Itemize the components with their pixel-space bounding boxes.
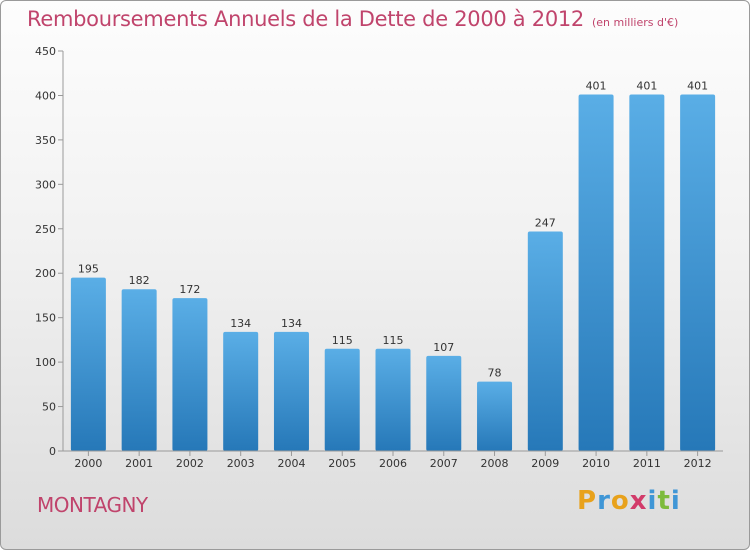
bar-value-label: 134 <box>281 317 302 330</box>
bar-2003 <box>223 331 259 451</box>
y-tick-label: 0 <box>49 445 56 458</box>
bar-2005 <box>324 348 360 451</box>
title-row: Remboursements Annuels de la Dette de 20… <box>27 7 678 31</box>
bar-value-label: 401 <box>687 80 708 93</box>
bar-2000 <box>70 277 106 451</box>
y-axis: 0 50 100 150 200 250 300 350 400 450 <box>35 45 64 458</box>
bar-value-label: 134 <box>230 317 251 330</box>
bar-2008 <box>477 381 513 451</box>
x-tick-label: 2005 <box>328 457 356 470</box>
x-tick-label: 2000 <box>74 457 102 470</box>
logo-letter: P <box>577 486 598 516</box>
bar-2007 <box>426 355 462 451</box>
bar-value-label: 195 <box>78 263 99 276</box>
bar-value-label: 78 <box>488 367 502 380</box>
bar-2012 <box>680 94 716 452</box>
x-tick-label: 2001 <box>125 457 153 470</box>
bar-2010 <box>578 94 614 452</box>
bar-2006 <box>375 348 411 451</box>
bar-value-label: 172 <box>179 283 200 296</box>
bar-value-label: 247 <box>535 216 556 229</box>
y-tick-label: 300 <box>35 178 56 191</box>
bar-value-label: 115 <box>383 334 404 347</box>
y-tick-label: 200 <box>35 267 56 280</box>
x-tick-label: 2002 <box>176 457 204 470</box>
x-tick-label: 2004 <box>277 457 305 470</box>
bars: 195 182 172 134 134 115 115 107 78 247 401 401 401 <box>70 80 716 452</box>
y-tick-label: 100 <box>35 356 56 369</box>
y-tick-label: 250 <box>35 223 56 236</box>
bar-value-label: 115 <box>332 334 353 347</box>
chart-title: Remboursements Annuels de la Dette de 20… <box>27 7 584 31</box>
x-tick-label: 2010 <box>582 457 610 470</box>
x-tick-label: 2007 <box>430 457 458 470</box>
logo-letter: o <box>610 486 630 516</box>
bar-2001 <box>121 289 157 451</box>
x-axis: 2000 2001 2002 2003 2004 2005 2006 2007 2008 2009… <box>63 450 723 470</box>
bar-2011 <box>629 94 665 452</box>
bar-value-label: 401 <box>586 80 607 93</box>
logo-letter: i <box>647 486 658 516</box>
x-tick-label: 2008 <box>481 457 509 470</box>
proxiti-logo: Proxiti <box>577 486 681 516</box>
x-tick-label: 2012 <box>684 457 712 470</box>
y-tick-label: 450 <box>35 45 56 58</box>
logo-letter: i <box>670 486 681 516</box>
y-tick-label: 350 <box>35 134 56 147</box>
commune-name: MONTAGNY <box>37 493 148 517</box>
bar-value-label: 401 <box>636 80 657 93</box>
x-tick-label: 2003 <box>227 457 255 470</box>
x-tick-label: 2011 <box>633 457 661 470</box>
x-tick-label: 2006 <box>379 457 407 470</box>
y-tick-label: 50 <box>42 401 56 414</box>
x-tick-label: 2009 <box>531 457 559 470</box>
logo-letter: r <box>597 486 611 516</box>
y-tick-label: 400 <box>35 89 56 102</box>
y-tick-label: 150 <box>35 312 56 325</box>
bar-value-label: 107 <box>433 341 454 354</box>
logo-letter: x <box>629 486 648 516</box>
logo-letter: t <box>657 486 671 516</box>
bar-value-label: 182 <box>129 274 150 287</box>
bar-2002 <box>172 298 208 451</box>
bar-2009 <box>527 231 563 451</box>
chart-unit: (en milliers d'€) <box>592 16 679 29</box>
bar-2004 <box>273 331 309 451</box>
